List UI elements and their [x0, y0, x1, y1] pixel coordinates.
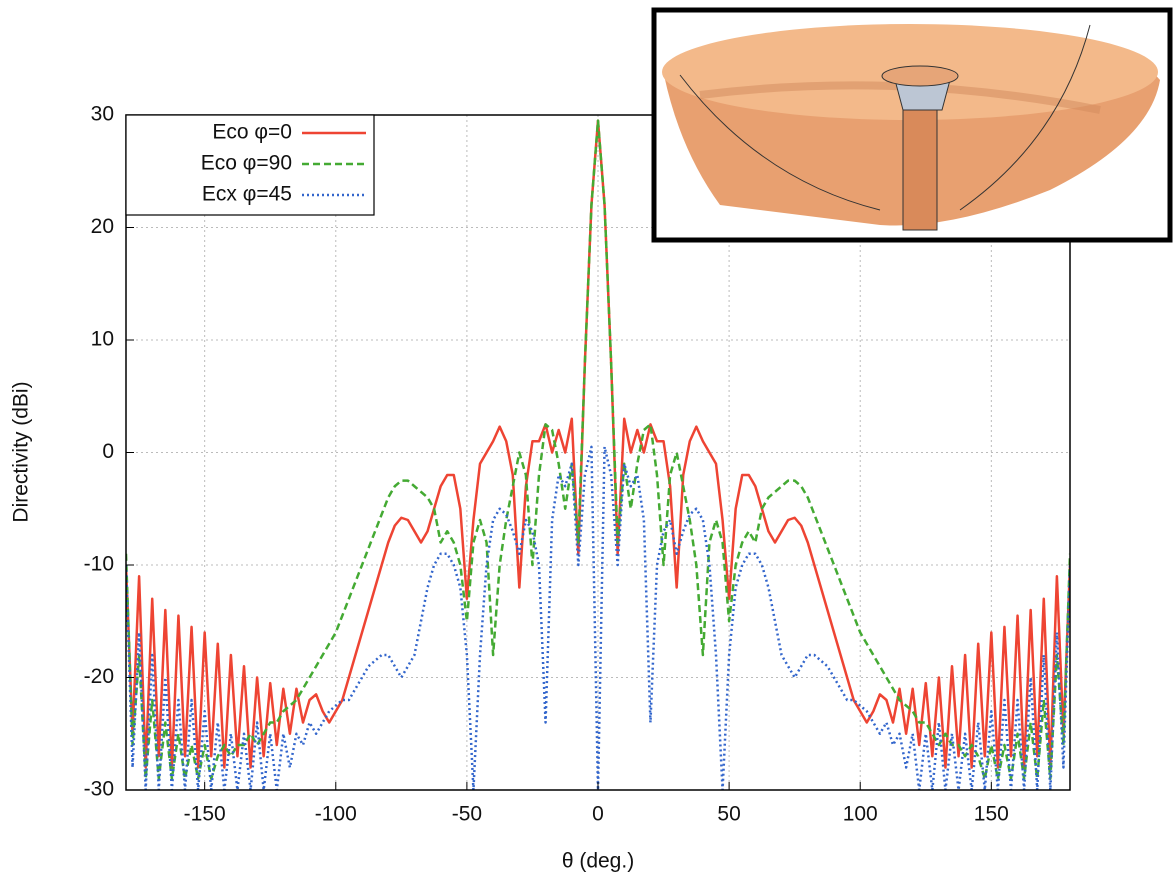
x-axis-label: θ (deg.): [562, 850, 634, 873]
x-tick-label: 50: [717, 803, 740, 826]
legend-label: Eco φ=0: [212, 121, 292, 144]
y-tick-label: 0: [102, 440, 114, 463]
y-tick-label: 10: [91, 328, 114, 351]
x-tick-label: -50: [452, 803, 482, 826]
x-tick-label: 150: [974, 803, 1009, 826]
series-line: [126, 447, 1070, 790]
x-tick-label: 100: [843, 803, 878, 826]
y-axis-label: Directivity (dBi): [10, 381, 33, 522]
y-tick-label: 20: [91, 215, 114, 238]
chart: -30-20-100102030-150-100-50050100150 θ (…: [0, 0, 1174, 879]
x-tick-label: -100: [315, 803, 357, 826]
subreflector: [882, 66, 958, 86]
legend: Eco φ=0 Eco φ=90 Ecx φ=45: [126, 115, 374, 215]
y-tick-label: -20: [84, 665, 114, 688]
y-tick-label: -10: [84, 553, 114, 576]
y-tick-label: 30: [91, 103, 114, 126]
y-tick-label: -30: [84, 778, 114, 801]
legend-label: Eco φ=90: [201, 152, 292, 175]
x-tick-label: -150: [184, 803, 226, 826]
x-tick-label: 0: [592, 803, 604, 826]
inset-image: [654, 10, 1170, 240]
legend-label: Ecx φ=45: [202, 183, 292, 206]
feed-strut: [903, 95, 937, 230]
